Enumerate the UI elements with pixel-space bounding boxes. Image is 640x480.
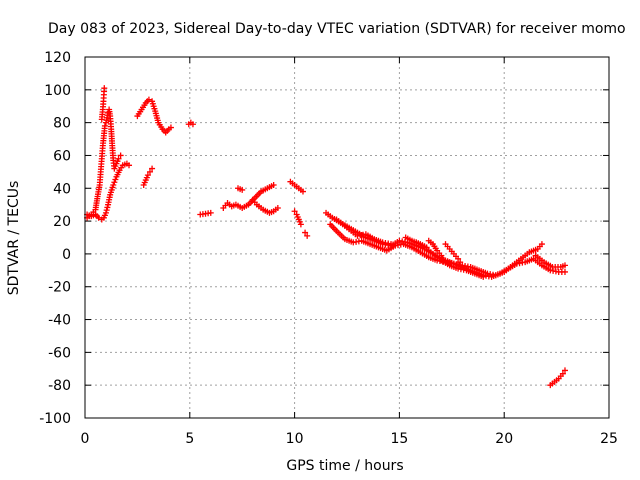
data-point	[457, 259, 464, 266]
data-point	[561, 268, 568, 275]
data-point	[111, 179, 118, 186]
data-point	[440, 257, 447, 264]
data-point	[103, 207, 110, 214]
y-tick-label: -80	[48, 378, 71, 394]
x-tick-label: 20	[495, 431, 513, 447]
x-tick-label: 15	[390, 431, 408, 447]
data-point	[101, 85, 108, 92]
data-point	[304, 232, 311, 239]
data-point	[291, 208, 298, 215]
data-point	[299, 188, 306, 195]
data-point	[101, 122, 108, 129]
data-point	[144, 172, 151, 179]
y-tick-label: -60	[48, 345, 71, 361]
data-point	[112, 176, 119, 183]
data-point	[423, 244, 430, 251]
data-series	[84, 85, 568, 389]
data-point	[95, 214, 102, 221]
data-point	[297, 221, 304, 228]
data-point	[149, 165, 156, 172]
data-point	[561, 262, 568, 269]
grid-lines	[85, 57, 609, 418]
data-point	[480, 273, 487, 280]
y-tick-label: 80	[53, 116, 71, 132]
y-tick-label: -100	[39, 411, 71, 427]
y-tick-label: 20	[53, 214, 71, 230]
y-tick-label: 100	[44, 83, 71, 99]
data-point	[102, 209, 109, 216]
data-point	[167, 124, 174, 131]
y-axis-title: SDTVAR / TECUs	[6, 181, 22, 296]
data-point	[126, 162, 133, 169]
y-tick-label: 120	[44, 50, 71, 66]
y-tick-label: 40	[53, 181, 71, 197]
data-point	[559, 370, 566, 377]
y-tick-label: -20	[48, 280, 71, 296]
plot-frame	[84, 56, 610, 419]
y-tick-label: 60	[53, 148, 71, 164]
y-tick-label: 0	[62, 247, 71, 263]
x-axis-title: GPS time / hours	[286, 458, 403, 474]
data-point	[145, 96, 152, 103]
x-tick-label: 10	[286, 431, 304, 447]
y-tick-label: -40	[48, 313, 71, 329]
data-point	[207, 209, 214, 216]
data-point	[117, 152, 124, 159]
data-point	[270, 181, 277, 188]
data-point	[189, 121, 196, 128]
x-tick-label: 0	[81, 431, 90, 447]
data-point	[455, 255, 462, 262]
data-point	[239, 186, 246, 193]
axis-ticks: 0 5 10 15 20 25 -100 -80 -60 -40 -20 0 20 40 60 80 100 12…	[39, 50, 618, 447]
data-point	[302, 229, 309, 236]
data-point	[274, 204, 281, 211]
data-point	[561, 367, 568, 374]
x-tick-label: 25	[600, 431, 618, 447]
data-point	[146, 168, 153, 175]
chart-title: Day 083 of 2023, Sidereal Day-to-day VTE…	[48, 21, 626, 37]
data-point	[115, 155, 122, 162]
data-point	[110, 181, 117, 188]
x-tick-label: 5	[185, 431, 194, 447]
data-point	[538, 241, 545, 248]
data-point	[104, 204, 111, 211]
data-point	[388, 241, 395, 248]
